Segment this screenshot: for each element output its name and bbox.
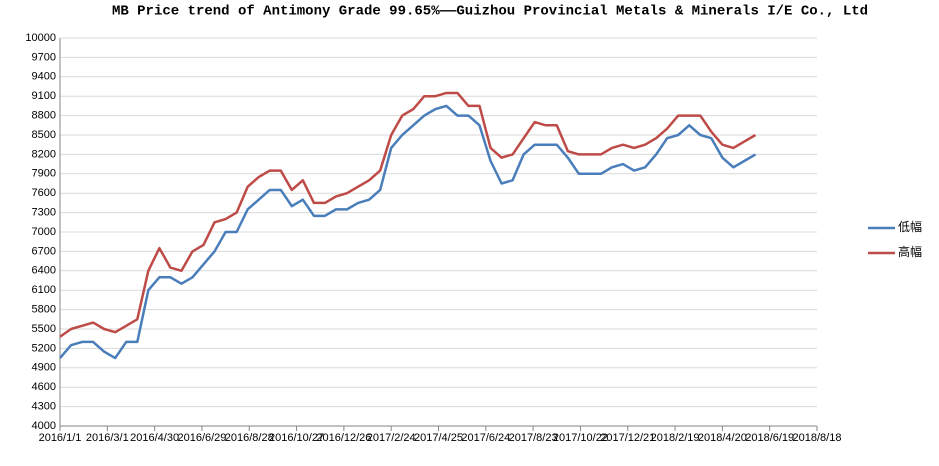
y-tick-label: 9400 xyxy=(32,71,56,83)
x-tick-label: 2018/4/20 xyxy=(698,432,747,444)
x-tick-label: 2017/8/23 xyxy=(509,432,558,444)
y-tick-label: 10000 xyxy=(25,32,56,44)
y-tick-label: 5500 xyxy=(32,323,56,335)
y-tick-label: 5200 xyxy=(32,342,56,354)
legend-label: 低幅 xyxy=(898,219,922,234)
y-tick-label: 7900 xyxy=(32,168,56,180)
x-tick-label: 2018/8/18 xyxy=(793,432,842,444)
x-tick-label: 2017/6/24 xyxy=(461,432,510,444)
x-tick-label: 2016/3/1 xyxy=(86,432,129,444)
y-tick-label: 4000 xyxy=(32,420,56,432)
chart-title: MB Price trend of Antimony Grade 99.65%—… xyxy=(112,4,868,20)
x-tick-label: 2018/6/19 xyxy=(745,432,794,444)
y-tick-label: 9100 xyxy=(32,90,56,102)
x-tick-label: 2016/1/1 xyxy=(39,432,82,444)
y-tick-label: 8200 xyxy=(32,148,56,160)
y-tick-label: 8500 xyxy=(32,129,56,141)
legend-label: 高幅 xyxy=(898,244,922,259)
y-tick-label: 5800 xyxy=(32,304,56,316)
y-tick-label: 9700 xyxy=(32,51,56,63)
x-tick-label: 2017/4/25 xyxy=(414,432,463,444)
x-tick-label: 2016/4/30 xyxy=(130,432,179,444)
y-tick-label: 7000 xyxy=(32,226,56,238)
y-tick-label: 4900 xyxy=(32,362,56,374)
y-tick-label: 4600 xyxy=(32,381,56,393)
x-tick-label: 2018/2/19 xyxy=(651,432,700,444)
series-line xyxy=(59,104,757,360)
x-tick-label: 2017/10/22 xyxy=(553,432,608,444)
y-tick-label: 8800 xyxy=(32,110,56,122)
y-tick-label: 6100 xyxy=(32,284,56,296)
x-tick-label: 2017/12/21 xyxy=(600,432,655,444)
y-tick-label: 6700 xyxy=(32,245,56,257)
x-tick-label: 2016/8/28 xyxy=(225,432,274,444)
y-tick-label: 7300 xyxy=(32,207,56,219)
y-tick-label: 6400 xyxy=(32,265,56,277)
x-tick-label: 2017/2/24 xyxy=(367,432,416,444)
x-tick-label: 2016/6/29 xyxy=(177,432,226,444)
x-tick-label: 2016/10/27 xyxy=(269,432,324,444)
y-tick-label: 7600 xyxy=(32,187,56,199)
series-line xyxy=(59,91,757,338)
x-tick-label: 2016/12/26 xyxy=(316,432,371,444)
y-tick-label: 4300 xyxy=(32,401,56,413)
